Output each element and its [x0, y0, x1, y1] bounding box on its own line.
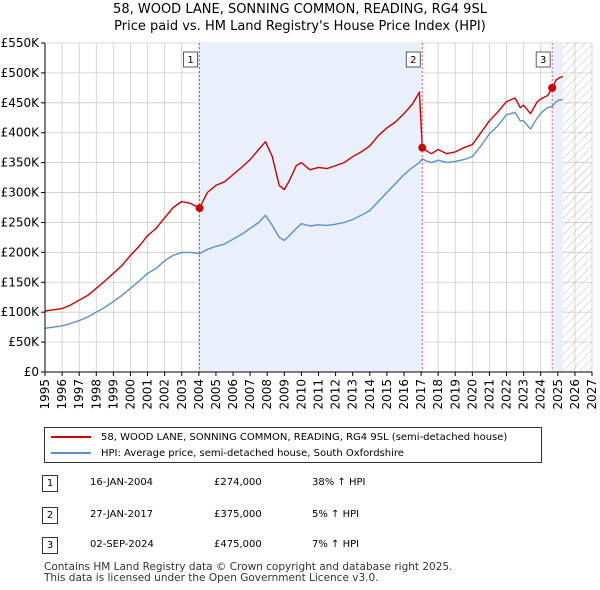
footer-line-2: This data is licensed under the Open Gov… [44, 572, 379, 584]
sale-label-box-3 [535, 51, 551, 68]
y-tick-label: £0 [24, 365, 39, 379]
sale-price: £475,000 [214, 539, 262, 550]
x-tick-label: 2004 [192, 379, 206, 410]
y-tick-label: £500K [1, 66, 41, 80]
x-tick-label: 2027 [585, 379, 599, 410]
y-tick-label: £550K [1, 36, 41, 50]
sale-badge: 2 [42, 507, 58, 524]
future-hatch-region [562, 43, 592, 372]
sale-hpi-change: 7% ↑ HPI [312, 539, 360, 550]
x-tick-label: 2011 [312, 379, 326, 410]
x-tick-label: 2025 [551, 379, 565, 410]
sale-label-1: 1 [187, 55, 193, 66]
sale-date: 27-JAN-2017 [90, 509, 154, 520]
x-tick-label: 2003 [175, 379, 189, 410]
ownership-shade-1 [199, 43, 423, 372]
chart-title-line-2: Price paid vs. HM Land Registry's House … [114, 19, 486, 34]
x-tick-label: 2006 [226, 379, 240, 410]
y-tick-label: £200K [1, 245, 41, 259]
price-chart: 1 2 3 £0 £50K £100K £150K £200K £250K £300K £350K… [1, 36, 599, 410]
sale-date: 16-JAN-2004 [90, 477, 154, 488]
x-tick-label: 1996 [55, 379, 69, 410]
x-tick-label: 2015 [380, 379, 394, 410]
legend: 58, WOOD LANE, SONNING COMMON, READING, … [44, 427, 542, 463]
y-tick-label: £450K [1, 96, 41, 110]
x-tick-label: 2019 [448, 379, 462, 410]
y-tick-label: £250K [1, 215, 41, 229]
y-tick-label: £400K [1, 126, 41, 140]
x-tick-label: 2007 [243, 379, 257, 410]
x-tick-label: 2024 [534, 379, 548, 410]
y-tick-label: £300K [1, 186, 41, 200]
x-tick-label: 2008 [260, 379, 274, 410]
x-tick-label: 1998 [89, 379, 103, 410]
sale-point-3 [548, 83, 557, 92]
x-tick-label: 1999 [106, 379, 120, 410]
legend-item-hpi: HPI: Average price, semi-detached house,… [51, 446, 404, 460]
legend-label-hpi: HPI: Average price, semi-detached house,… [101, 447, 404, 459]
x-tick-label: 2020 [465, 379, 479, 410]
y-tick-label: £350K [1, 156, 41, 170]
x-tick-label: 2000 [123, 379, 137, 410]
legend-swatch-hpi [51, 452, 91, 454]
x-tick-label: 2013 [346, 379, 360, 410]
axes: £0 £50K £100K £150K £200K £250K £300K £350K £400… [1, 36, 599, 410]
x-tick-label: 2022 [500, 379, 514, 410]
x-tick-label: 2018 [431, 379, 445, 410]
sale-hpi-change: 38% ↑ HPI [312, 477, 366, 488]
sale-label-box-1 [183, 51, 198, 68]
x-tick-label: 2010 [294, 379, 308, 410]
x-tick-label: 2012 [329, 379, 343, 410]
y-tick-label: £50K [8, 335, 40, 349]
x-tick-label: 2002 [158, 379, 172, 410]
sale-points: 1 2 3 [183, 43, 557, 372]
sale-hpi-change: 5% ↑ HPI [312, 509, 360, 520]
x-tick-label: 2005 [209, 379, 223, 410]
series-line-hpi [44, 99, 563, 329]
sale-date: 02-SEP-2024 [90, 539, 154, 550]
x-tick-label: 2021 [482, 379, 496, 410]
x-tick-label: 2014 [363, 379, 377, 410]
sale-label-box-2 [405, 51, 421, 68]
series-lines [44, 75, 564, 329]
sale-label-2: 2 [410, 55, 416, 66]
y-tick-label: £100K [1, 305, 41, 319]
x-tick-label: 2016 [397, 379, 411, 410]
y-tick-label: £150K [1, 275, 41, 289]
sale-badge: 1 [42, 475, 58, 492]
series-line-property [44, 75, 564, 312]
legend-item-property: 58, WOOD LANE, SONNING COMMON, READING, … [51, 430, 507, 444]
x-tick-label: 2001 [141, 379, 155, 410]
sale-point-1 [195, 204, 204, 213]
x-tick-label: 2026 [568, 379, 582, 410]
footer-line-1: Contains HM Land Registry data © Crown c… [44, 561, 453, 573]
sale-price: £274,000 [214, 477, 262, 488]
legend-label-property: 58, WOOD LANE, SONNING COMMON, READING, … [101, 431, 508, 443]
ownership-shade-2 [552, 43, 563, 372]
x-tick-label: 2009 [277, 379, 291, 410]
sale-label-3: 3 [540, 55, 546, 66]
x-tick-label: 1995 [38, 379, 52, 410]
x-tick-label: 2023 [517, 379, 531, 410]
ownership-shading [199, 43, 563, 372]
chart-title-line-1: 58, WOOD LANE, SONNING COMMON, READING, … [113, 2, 487, 17]
sale-point-2 [418, 143, 427, 152]
x-tick-label: 1997 [72, 379, 86, 410]
legend-swatch-property [51, 436, 91, 438]
sale-price: £375,000 [214, 509, 262, 520]
footer-attribution: Contains HM Land Registry data © Crown c… [44, 562, 452, 584]
x-tick-label: 2017 [414, 379, 428, 410]
future-hatch [562, 43, 592, 372]
sale-badge: 3 [42, 537, 58, 554]
